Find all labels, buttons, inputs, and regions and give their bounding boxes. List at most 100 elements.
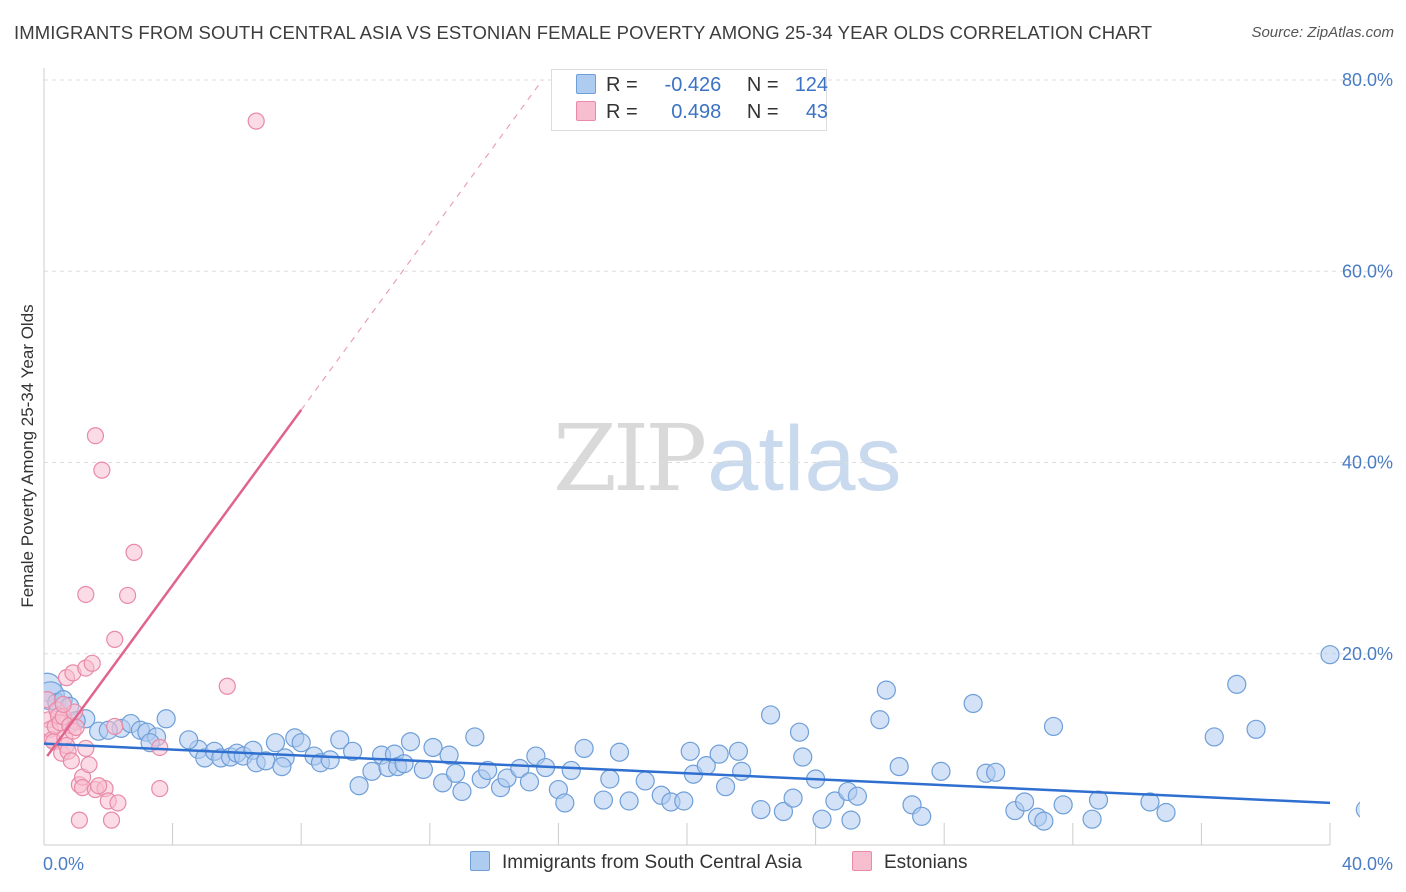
point-estonians bbox=[67, 718, 85, 736]
point-immigrants bbox=[783, 788, 803, 808]
point-immigrants bbox=[841, 810, 861, 830]
point-estonians bbox=[218, 677, 236, 695]
x-tick-label: 0.0% bbox=[43, 854, 84, 874]
point-immigrants bbox=[728, 741, 749, 761]
point-immigrants bbox=[674, 791, 694, 811]
point-immigrants bbox=[1204, 727, 1224, 747]
point-estonians bbox=[54, 695, 72, 714]
trendline-immigrants bbox=[43, 742, 1331, 805]
point-immigrants bbox=[1140, 792, 1160, 812]
point-estonians bbox=[77, 585, 95, 604]
point-immigrants bbox=[876, 680, 896, 700]
y-tick-label: 40.0% bbox=[1342, 453, 1393, 473]
point-immigrants bbox=[394, 754, 414, 774]
point-immigrants bbox=[423, 737, 443, 758]
legend-n-value: 43 bbox=[805, 101, 829, 123]
point-immigrants bbox=[1043, 716, 1064, 737]
bottom-legend-estonians: Estonians bbox=[852, 851, 967, 877]
point-immigrants bbox=[433, 773, 453, 793]
legend-n-value: 124 bbox=[794, 74, 829, 96]
point-immigrants bbox=[497, 768, 517, 788]
point-immigrants bbox=[413, 759, 433, 780]
source-credit: Source: ZipAtlas.com bbox=[1251, 24, 1394, 41]
point-immigrants bbox=[715, 777, 736, 797]
point-immigrants bbox=[452, 781, 472, 802]
point-immigrants bbox=[400, 732, 421, 752]
point-immigrants bbox=[561, 760, 581, 781]
point-immigrants bbox=[349, 776, 369, 796]
point-immigrants bbox=[760, 705, 781, 725]
bottom-legend-label: Immigrants from South Central Asia bbox=[502, 852, 802, 873]
point-immigrants bbox=[635, 771, 655, 791]
point-immigrants bbox=[847, 786, 867, 806]
legend-r-label: R = bbox=[606, 101, 638, 123]
point-estonians bbox=[80, 756, 98, 774]
point-immigrants bbox=[751, 800, 771, 820]
x-tick-label: 40.0% bbox=[1342, 854, 1393, 874]
point-immigrants bbox=[272, 756, 292, 777]
point-immigrants bbox=[291, 733, 311, 753]
point-estonians bbox=[118, 586, 137, 605]
point-estonians bbox=[62, 752, 80, 770]
point-estonians bbox=[86, 427, 105, 445]
stats-legend: R = -0.426 N = 124 R = 0.498 N = 43 bbox=[551, 69, 828, 131]
point-immigrants bbox=[931, 761, 951, 781]
point-estonians bbox=[90, 777, 108, 795]
trendline-estonians bbox=[46, 409, 303, 757]
chart-title: IMMIGRANTS FROM SOUTH CENTRAL ASIA VS ES… bbox=[14, 22, 1153, 43]
point-immigrants bbox=[986, 762, 1006, 782]
legend-r-value: -0.426 bbox=[664, 74, 722, 96]
point-immigrants bbox=[812, 809, 832, 829]
point-immigrants bbox=[555, 793, 575, 813]
bottom-legend-immigrants: Immigrants from South Central Asia bbox=[470, 851, 802, 877]
point-immigrants bbox=[362, 761, 382, 781]
point-immigrants bbox=[574, 738, 594, 759]
point-immigrants bbox=[773, 801, 794, 822]
y-tick-label: 60.0% bbox=[1342, 261, 1393, 281]
point-immigrants bbox=[1246, 719, 1266, 739]
legend-swatch-blue bbox=[576, 74, 596, 94]
legend-r-value: 0.498 bbox=[671, 101, 722, 123]
point-immigrants bbox=[320, 750, 340, 770]
point-immigrants bbox=[680, 741, 700, 761]
point-estonians bbox=[151, 738, 169, 757]
point-immigrants bbox=[343, 741, 363, 761]
point-estonians bbox=[106, 717, 124, 736]
point-immigrants bbox=[963, 693, 983, 714]
legend-row-immigrants: R = -0.426 N = 124 bbox=[576, 74, 828, 100]
point-estonians bbox=[125, 543, 143, 561]
point-immigrants bbox=[1156, 802, 1176, 823]
point-immigrants bbox=[465, 727, 485, 747]
bottom-legend-swatch-pink bbox=[852, 851, 872, 871]
point-immigrants bbox=[439, 745, 459, 765]
point-estonians bbox=[93, 461, 111, 479]
point-estonians bbox=[77, 739, 95, 758]
y-tick-label: 80.0% bbox=[1342, 70, 1393, 90]
legend-r-label: R = bbox=[606, 74, 638, 96]
bottom-legend-swatch-blue bbox=[470, 851, 490, 871]
watermark-zip: ZIP bbox=[553, 405, 707, 512]
point-immigrants bbox=[445, 763, 466, 783]
point-immigrants bbox=[1014, 792, 1035, 812]
legend-row-estonians: R = 0.498 N = 43 bbox=[576, 101, 828, 127]
point-immigrants bbox=[1227, 674, 1247, 694]
y-axis-label: Female Poverty Among 25-34 Year Olds bbox=[18, 304, 37, 608]
bottom-legend-label: Estonians bbox=[884, 852, 968, 873]
point-immigrants bbox=[1034, 811, 1054, 831]
point-immigrants bbox=[1053, 795, 1073, 815]
point-estonians bbox=[106, 630, 124, 649]
point-immigrants bbox=[732, 761, 752, 781]
point-immigrants bbox=[519, 772, 540, 792]
point-estonians bbox=[83, 654, 101, 672]
legend-n-label: N = bbox=[746, 74, 779, 96]
point-immigrants bbox=[609, 742, 630, 762]
point-immigrants bbox=[870, 710, 890, 730]
points-layer bbox=[44, 112, 1360, 831]
point-immigrants bbox=[793, 747, 813, 767]
point-immigrants bbox=[1320, 645, 1340, 665]
point-immigrants bbox=[330, 730, 350, 750]
y-tick-label: 20.0% bbox=[1342, 644, 1393, 664]
point-immigrants bbox=[789, 722, 810, 742]
point-immigrants bbox=[825, 791, 845, 811]
